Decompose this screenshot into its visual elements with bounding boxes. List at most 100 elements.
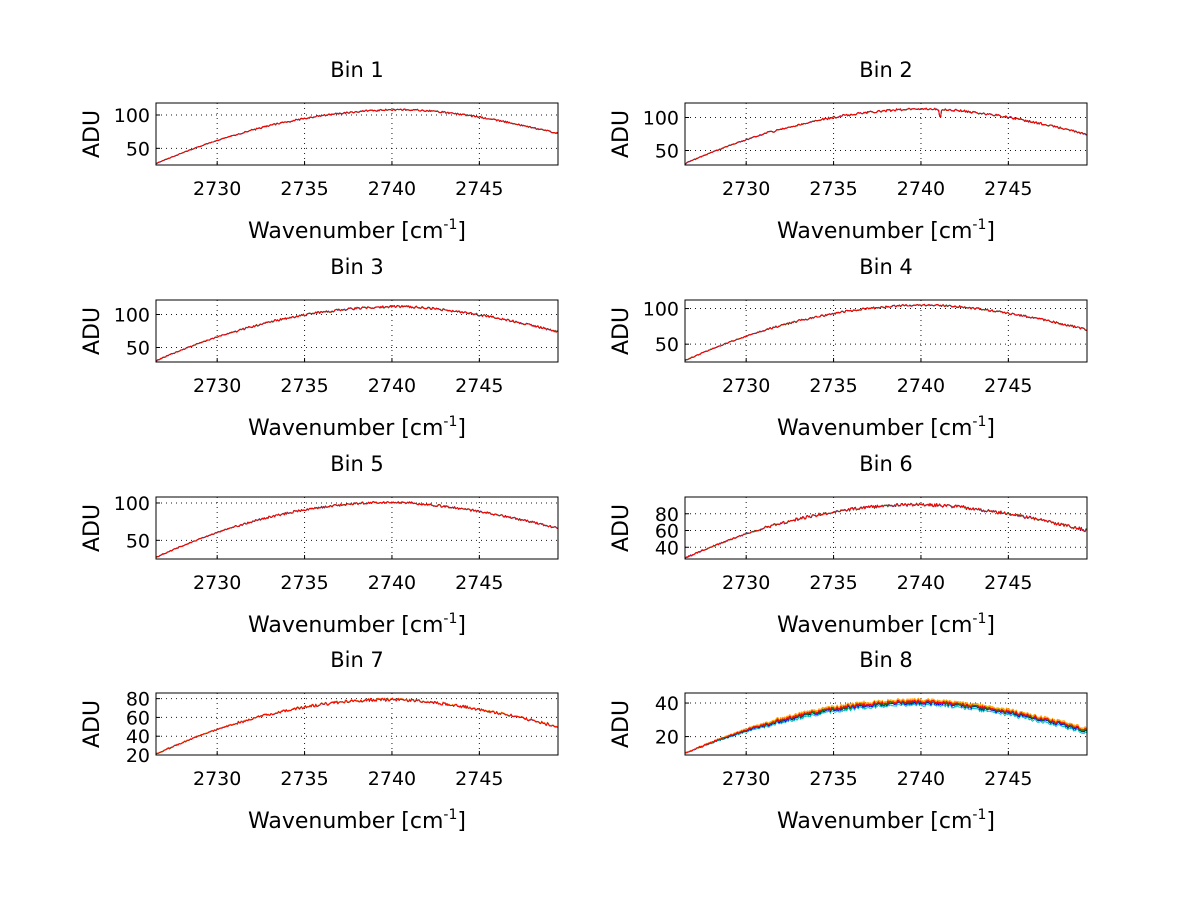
y-axis-label: ADU [609, 110, 634, 158]
y-tick-label: 50 [655, 334, 679, 356]
y-tick-label: 50 [126, 530, 150, 552]
axes-frame [684, 496, 1088, 560]
y-tick-label: 80 [655, 504, 679, 526]
x-tick-label: 2740 [897, 178, 945, 200]
x-axis-label: Wavenumber [cm-1] [777, 611, 995, 638]
y-tick-label: 50 [126, 337, 150, 359]
y-tick-label: 100 [114, 105, 150, 127]
y-tick-label: 100 [114, 305, 150, 327]
x-tick-label: 2740 [897, 572, 945, 594]
x-tick-label: 2740 [368, 375, 416, 397]
subplot-bin-8: 2730 2735 2740 2745 20 40 Bin 8 Wavenumber [cm-… [609, 648, 1088, 834]
y-tick-label: 40 [126, 726, 150, 748]
x-tick-label: 2740 [368, 572, 416, 594]
y-axis-label: ADU [80, 110, 105, 158]
subplot-title: Bin 5 [330, 452, 384, 476]
x-tick-label: 2735 [280, 178, 328, 200]
subplot-bin-4: 2730 2735 2740 2745 50 100 Bin 4 Wavenumber [cm… [609, 255, 1088, 441]
subplot-bin-2: 2730 2735 2740 2745 50 100 Bin 2 Wavenumber [cm… [609, 58, 1088, 244]
y-axis-label: ADU [609, 700, 634, 748]
y-tick-label: 60 [126, 707, 150, 729]
x-tick-label: 2730 [193, 768, 241, 790]
axes-frame [684, 102, 1088, 166]
x-axis-label: Wavenumber [cm-1] [248, 807, 466, 834]
x-tick-label: 2745 [984, 178, 1032, 200]
x-tick-label: 2730 [722, 178, 770, 200]
subplot-bin-3: 2730 2735 2740 2745 50 100 Bin 3 Wavenumber [cm… [80, 255, 559, 441]
x-tick-label: 2740 [368, 768, 416, 790]
x-axis-label: Wavenumber [cm-1] [777, 414, 995, 441]
x-tick-label: 2745 [455, 375, 503, 397]
axes-box [155, 692, 559, 756]
x-tick-label: 2730 [722, 768, 770, 790]
series-line [684, 303, 1088, 362]
axes-frame [155, 299, 559, 363]
x-tick-label: 2745 [455, 178, 503, 200]
series-line [685, 699, 1088, 754]
subplot-title: Bin 4 [859, 255, 913, 279]
subplot-bin-1: 2730 2735 2740 2745 50 100 Bin 1 Wavenumber [cm… [80, 58, 559, 244]
y-axis-label: ADU [609, 504, 634, 552]
x-tick-label: 2735 [280, 375, 328, 397]
subplot-title: Bin 8 [859, 648, 913, 672]
series-line [684, 107, 1088, 165]
y-tick-label: 20 [655, 727, 679, 749]
series-line [155, 305, 559, 362]
subplot-title: Bin 1 [330, 58, 384, 82]
axes-frame [155, 692, 559, 756]
x-axis-label: Wavenumber [cm-1] [248, 217, 466, 244]
x-tick-label: 2745 [455, 768, 503, 790]
x-axis-label: Wavenumber [cm-1] [777, 217, 995, 244]
x-tick-label: 2730 [722, 572, 770, 594]
axes-frame [684, 692, 1088, 756]
y-tick-label: 100 [114, 493, 150, 515]
y-tick-label: 40 [655, 537, 679, 559]
y-tick-label: 100 [643, 299, 679, 321]
subplot-bin-5: 2730 2735 2740 2745 50 100 Bin 5 Wavenumber [cm… [80, 452, 559, 638]
x-tick-label: 2740 [368, 178, 416, 200]
subplot-title: Bin 3 [330, 255, 384, 279]
subplot-title: Bin 2 [859, 58, 913, 82]
axes-box [684, 299, 1088, 363]
x-tick-label: 2745 [984, 375, 1032, 397]
y-axis-label: ADU [80, 307, 105, 355]
y-tick-label: 50 [655, 140, 679, 162]
x-tick-label: 2735 [280, 768, 328, 790]
series-line [684, 701, 1088, 754]
series-line [684, 502, 1088, 559]
subplot-title: Bin 6 [859, 452, 913, 476]
x-tick-label: 2740 [897, 768, 945, 790]
x-tick-label: 2735 [809, 178, 857, 200]
axes-box [155, 299, 559, 363]
x-tick-label: 2730 [193, 572, 241, 594]
x-tick-label: 2730 [193, 178, 241, 200]
x-tick-label: 2730 [722, 375, 770, 397]
x-tick-label: 2735 [280, 572, 328, 594]
axes-frame [155, 496, 559, 560]
axes-frame [684, 299, 1088, 363]
y-tick-label: 40 [655, 693, 679, 715]
x-tick-label: 2740 [897, 375, 945, 397]
series-line [155, 501, 559, 558]
y-axis-label: ADU [80, 700, 105, 748]
y-tick-label: 100 [643, 108, 679, 130]
x-axis-label: Wavenumber [cm-1] [777, 807, 995, 834]
x-tick-label: 2730 [193, 375, 241, 397]
axes-frame [155, 102, 559, 166]
y-axis-label: ADU [80, 504, 105, 552]
x-tick-label: 2745 [455, 572, 503, 594]
axes-box [155, 496, 559, 560]
y-axis-label: ADU [609, 307, 634, 355]
x-tick-label: 2735 [809, 572, 857, 594]
axes-box [684, 102, 1088, 166]
axes-box [155, 102, 559, 166]
series-line [155, 697, 558, 755]
x-axis-label: Wavenumber [cm-1] [248, 414, 466, 441]
y-tick-label: 80 [126, 689, 150, 711]
y-tick-label: 50 [126, 138, 150, 160]
series-line [684, 697, 1088, 754]
x-tick-label: 2735 [809, 375, 857, 397]
